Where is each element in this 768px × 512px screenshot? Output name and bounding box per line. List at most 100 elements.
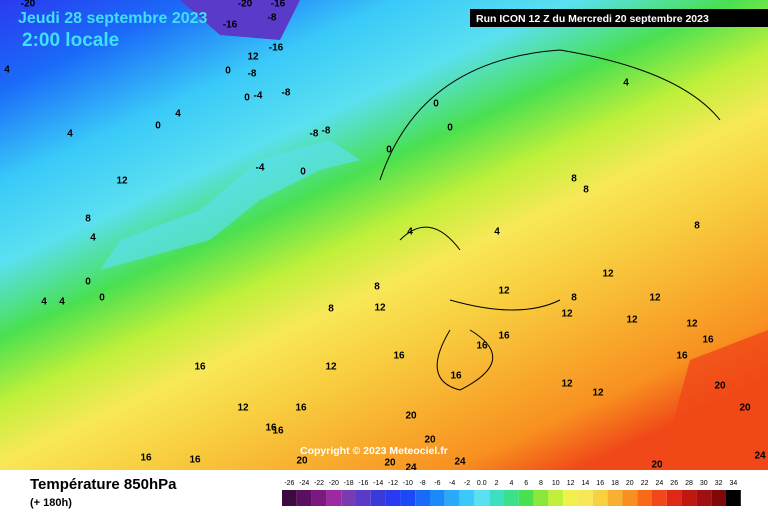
color-swatch [504,490,519,506]
color-swatch [489,490,504,506]
scale-label: -2 [464,480,470,487]
contour-label: 24 [754,451,766,462]
scale-label: 24 [656,480,664,487]
copyright: Copyright © 2023 Meteociel.fr [300,445,448,457]
contour-label: 4 [407,227,413,238]
scale-label: -20 [329,480,339,487]
color-swatch [637,490,652,506]
contour-label: 16 [194,362,206,373]
color-swatch [296,490,312,506]
scale-label: -12 [388,480,398,487]
contour-label: -8 [248,69,257,80]
color-swatch [652,490,667,506]
contour-label: 0 [244,93,250,104]
contour-label: -20 [238,0,253,10]
contour-label: 12 [592,388,604,399]
color-swatch [622,490,638,506]
contour-label: 12 [498,286,510,297]
forecast-hour: (+ 180h) [30,497,72,509]
contour-label: 4 [90,233,96,244]
contour-label: 16 [676,351,688,362]
scale-label: -14 [373,480,383,487]
contour-label: 8 [85,214,91,225]
contour-label: -8 [268,13,277,24]
cold-tongue [100,140,360,270]
contour-label: 16 [450,371,462,382]
scale-label: -6 [434,480,440,487]
scale-label: -8 [419,480,425,487]
color-swatch [341,490,356,506]
color-swatch [356,490,371,506]
cold-core [180,0,300,40]
scale-label: 18 [611,480,619,487]
color-swatch [311,490,327,506]
contour-label: 16 [393,351,405,362]
contour-label: 20 [714,381,726,392]
color-swatch [696,490,712,506]
color-swatch [518,490,534,506]
contour-label: 24 [454,457,466,468]
contour-label: 16 [189,455,201,466]
contour-label: -8 [322,126,331,137]
scale-label: 2 [495,480,499,487]
contour-label: 8 [694,221,700,232]
contour-label: 20 [424,435,436,446]
contour-label: 16 [272,426,284,437]
color-swatch [711,490,726,506]
color-swatch [385,490,401,506]
color-swatch [326,490,342,506]
scale-label: -18 [344,480,354,487]
contour-label: 4 [175,109,181,120]
color-swatch [282,490,297,506]
color-swatch [726,490,741,506]
run-info: Run ICON 12 Z du Mercredi 20 septembre 2… [476,13,709,25]
local-time: 2:00 locale [22,30,119,51]
contour-label: -4 [256,163,265,174]
contour-label: -16 [271,0,286,10]
contour-label: -16 [269,43,284,54]
contour-label: 8 [583,185,589,196]
contour-label: 20 [651,460,663,471]
contour-label: 20 [405,411,417,422]
contour-label: 12 [116,176,128,187]
color-swatch [548,490,564,506]
warm-area [660,330,768,470]
scale-label: 26 [670,480,678,487]
contour-label: 16 [140,453,152,464]
color-swatch [592,490,608,506]
scale-label: 22 [641,480,649,487]
scale-label: -26 [284,480,294,487]
color-swatch [563,490,578,506]
contour-label: 20 [384,458,396,469]
contour-label: 12 [686,319,698,330]
contour-label: 16 [295,403,307,414]
contour-label: 16 [702,335,714,346]
contour-label: 4 [41,297,47,308]
contour-label: -4 [254,91,263,102]
contour-label: 0 [155,121,161,132]
contour-label: 12 [247,52,259,63]
contour-label: 0 [386,145,392,156]
scale-label: -10 [403,480,413,487]
contour-label: 8 [328,304,334,315]
contour-label: 4 [59,297,65,308]
contour-label: 4 [67,129,73,140]
color-swatch [681,490,697,506]
contour-label: 0 [99,293,105,304]
color-scale: -26 -24 -22 -20 -18 -16 -14 -12 -10 -8 -6 -4 -2 0.0 2 4… [282,480,741,506]
contour-label: 0 [85,277,91,288]
temperature-field [0,0,768,470]
scale-label: 14 [582,480,590,487]
scale-label: 0.0 [477,480,487,487]
color-swatch [578,490,593,506]
contour-label: 20 [739,403,751,414]
contour-label: 12 [649,293,661,304]
contour-label: -8 [310,129,319,140]
valid-date: Jeudi 28 septembre 2023 [18,10,208,27]
contour-label: 8 [374,282,380,293]
contour-label: 24 [405,463,417,474]
contour-label: 16 [265,423,277,434]
contour-label: 12 [561,309,573,320]
